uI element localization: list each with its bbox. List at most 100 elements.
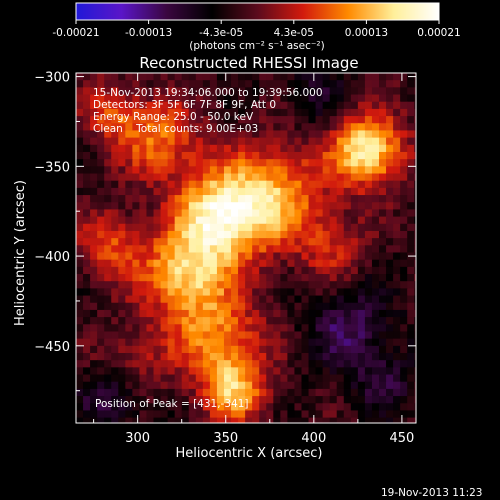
heatmap-cell: [195, 281, 204, 289]
heatmap-cell: [329, 173, 338, 182]
heatmap-cell: [336, 94, 345, 103]
heatmap-cell: [414, 266, 416, 275]
heatmap-cell: [350, 302, 359, 311]
heatmap-cell: [294, 202, 303, 211]
heatmap-cell: [343, 288, 352, 297]
heatmap-cell: [245, 288, 253, 297]
heatmap-cell: [350, 187, 359, 196]
heatmap-cell: [167, 324, 176, 333]
heatmap-cell: [181, 230, 190, 239]
heatmap-cell: [223, 252, 232, 261]
heatmap-cell: [146, 252, 155, 261]
heatmap-cell: [153, 238, 162, 246]
heatmap-cell: [315, 388, 324, 397]
heatmap-cell: [322, 195, 331, 203]
heatmap-cell: [252, 73, 260, 81]
heatmap-cell: [83, 202, 91, 211]
heatmap-cell: [132, 374, 141, 383]
heatmap-cell: [209, 195, 218, 203]
heatmap-cell: [167, 238, 176, 246]
heatmap-cell: [111, 159, 119, 167]
heatmap-cell: [371, 216, 380, 225]
heatmap-cell: [167, 87, 176, 96]
heatmap-cell: [329, 374, 338, 383]
heatmap-cell: [322, 130, 331, 139]
heatmap-cell: [259, 80, 267, 88]
heatmap-cell: [259, 388, 267, 397]
heatmap-cell: [231, 274, 239, 282]
heatmap-cell: [336, 180, 345, 189]
heatmap-cell: [104, 73, 112, 81]
heatmap-cell: [336, 338, 345, 347]
heatmap-cell: [97, 209, 105, 218]
heatmap-cell: [343, 381, 352, 390]
heatmap-cell: [386, 302, 394, 311]
heatmap-cell: [238, 353, 246, 361]
heatmap-cell: [188, 94, 197, 103]
heatmap-cell: [160, 180, 169, 189]
heatmap-cell: [273, 202, 281, 211]
heatmap-cell: [118, 295, 126, 304]
colorbar-tick-label: -0.00021: [52, 27, 99, 39]
heatmap-cell: [294, 245, 303, 254]
heatmap-cell: [329, 317, 338, 325]
heatmap-cell: [386, 374, 394, 383]
heatmap-cell: [167, 80, 176, 88]
heatmap-cell: [76, 274, 84, 282]
heatmap-cell: [195, 331, 204, 340]
heatmap-cell: [266, 259, 274, 268]
heatmap-cell: [252, 360, 260, 368]
heatmap-cell: [386, 238, 394, 246]
heatmap-cell: [167, 137, 176, 146]
heatmap-cell: [76, 259, 84, 268]
heatmap-cell: [167, 151, 176, 160]
heatmap-cell: [223, 73, 232, 81]
heatmap-cell: [357, 101, 366, 110]
heatmap-cell: [294, 252, 303, 261]
heatmap-cell: [174, 259, 183, 268]
heatmap-cell: [195, 252, 204, 261]
heatmap-cell: [97, 367, 105, 376]
heatmap-cell: [273, 338, 281, 347]
heatmap-cell: [252, 259, 260, 268]
heatmap-cell: [174, 94, 183, 103]
heatmap-cell: [357, 159, 366, 167]
heatmap-cell: [357, 216, 366, 225]
heatmap-cell: [202, 123, 211, 132]
heatmap-cell: [188, 159, 197, 167]
heatmap-cell: [118, 302, 126, 311]
heatmap-cell: [343, 216, 352, 225]
heatmap-cell: [181, 396, 190, 404]
heatmap-cell: [167, 195, 176, 203]
heatmap-cell: [252, 166, 260, 175]
heatmap-cell: [223, 137, 232, 146]
heatmap-cell: [343, 331, 352, 340]
heatmap-cell: [146, 266, 155, 275]
heatmap-cell: [414, 130, 416, 139]
heatmap-cell: [287, 374, 296, 383]
heatmap-cell: [414, 116, 416, 124]
heatmap-cell: [379, 338, 387, 347]
colorbar-tick-label: 0.00021: [417, 27, 460, 39]
heatmap-cell: [146, 123, 155, 132]
heatmap-cell: [160, 166, 169, 175]
heatmap-cell: [400, 324, 408, 333]
heatmap-cell: [259, 223, 267, 232]
heatmap-cell: [76, 331, 84, 340]
heatmap-cell: [238, 151, 246, 160]
heatmap-cell: [209, 302, 218, 311]
heatmap-cell: [97, 374, 105, 383]
heatmap-cell: [322, 94, 331, 103]
heatmap-cell: [181, 130, 190, 139]
heatmap-cell: [266, 137, 274, 146]
heatmap-cell: [104, 281, 112, 289]
heatmap-cell: [76, 209, 84, 218]
heatmap-cell: [329, 116, 338, 124]
heatmap-cell: [216, 417, 225, 423]
heatmap-cell: [350, 274, 359, 282]
heatmap-cell: [336, 173, 345, 182]
heatmap-cell: [231, 281, 239, 289]
heatmap-cell: [167, 108, 176, 117]
heatmap-cell: [357, 345, 366, 354]
heatmap-cell: [209, 80, 218, 88]
